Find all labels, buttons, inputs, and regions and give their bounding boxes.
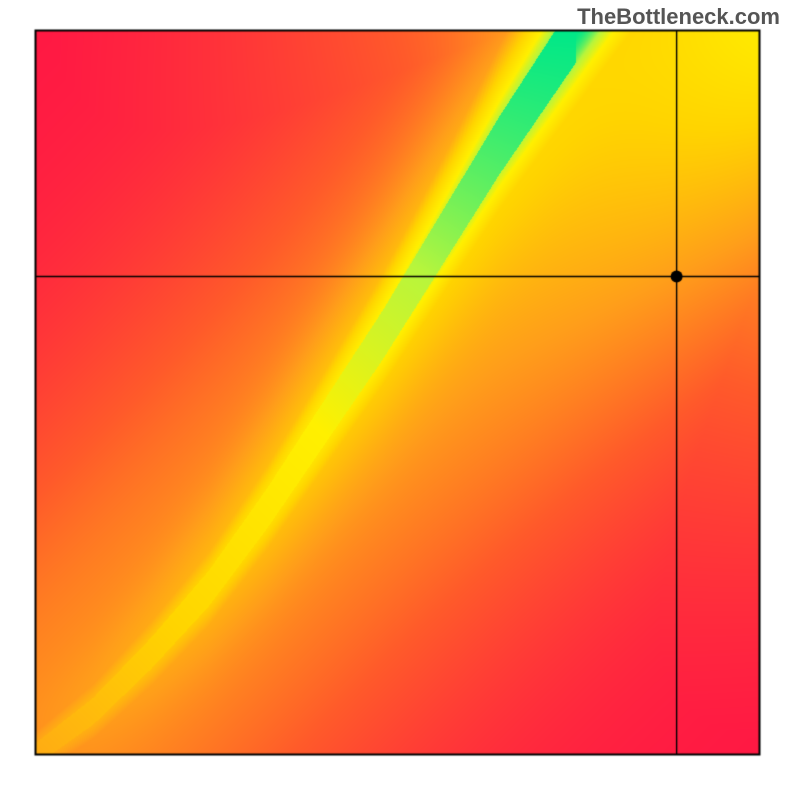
bottleneck-heatmap (0, 0, 800, 800)
attribution-text: TheBottleneck.com (577, 4, 780, 30)
